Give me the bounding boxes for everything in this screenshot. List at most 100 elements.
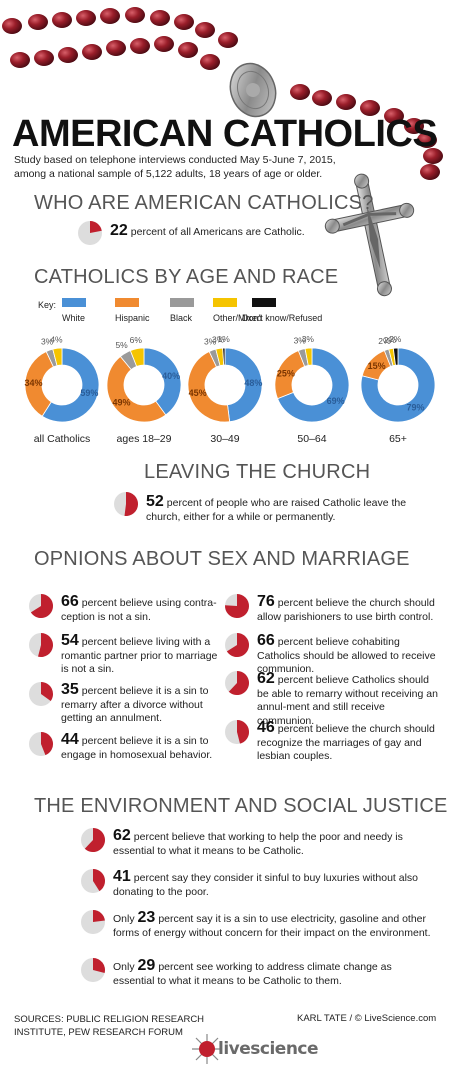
pie-slice: [225, 594, 249, 618]
section-heading-leaving: LEAVING THE CHURCH: [144, 461, 371, 483]
stat-value: 52: [146, 493, 164, 510]
bead: [28, 14, 48, 30]
stat-value: 66: [257, 632, 275, 649]
pie-icon: [225, 594, 249, 618]
section-heading-who: WHO ARE AMERICAN CATHOLICS?: [34, 192, 374, 214]
legend-label: Hispanic: [115, 313, 150, 323]
donut-slice-hispanic: [106, 355, 167, 423]
pie-slice: [226, 633, 249, 657]
stat-item: 44 percent believe it is a sin to engage …: [61, 731, 226, 762]
stat-text: percent believe the church should recogn…: [257, 723, 435, 762]
logo-icon: [192, 1034, 222, 1064]
bead: [420, 164, 440, 180]
donut-caption: 50–64: [297, 433, 326, 445]
stat-prefix: Only: [113, 961, 138, 973]
donut-label: 79%: [406, 403, 424, 413]
bead: [218, 32, 238, 48]
legend-label: Other/Mixed: [213, 313, 263, 323]
bead: [178, 42, 198, 58]
donut-label: 25%: [277, 369, 295, 379]
stat-value: 76: [257, 593, 275, 610]
bead: [34, 50, 54, 66]
stat-item: 62 percent believe that working to help t…: [113, 828, 433, 858]
stat-value: 29: [137, 957, 156, 974]
donut-slice-don-t-know-refused: [392, 347, 399, 366]
stat-text: percent believe that working to help the…: [113, 831, 403, 857]
pie-icon: [78, 221, 102, 245]
donut-label: 1%: [217, 334, 230, 344]
stat-text: percent believe it is a sin to remarry a…: [61, 685, 209, 724]
bead: [2, 18, 22, 34]
pie-slice: [228, 671, 249, 695]
donut-label: 3%: [294, 336, 307, 346]
pie-icon: [29, 682, 53, 706]
pie-icon: [81, 958, 105, 982]
bead: [10, 52, 30, 68]
pie-slice: [38, 633, 53, 657]
bead: [384, 108, 404, 124]
bead: [150, 10, 170, 26]
legend-swatch: [170, 298, 194, 307]
stat-item: 76 percent believe the church should allo…: [257, 593, 442, 624]
donut-label: 49%: [112, 397, 130, 407]
stat-text: percent believe living with a romantic p…: [61, 636, 218, 675]
bead: [312, 90, 332, 106]
bead: [360, 100, 380, 116]
stat-text: percent believe it is a sin to engage in…: [61, 735, 213, 761]
stat-text: percent believe using contra-ception is …: [61, 597, 217, 623]
legend-swatch: [252, 298, 276, 307]
stat-text: percent believe cohabiting Catholics sho…: [257, 636, 436, 675]
donut-slice-other-mixed: [304, 347, 313, 366]
bead: [52, 12, 72, 28]
stat-text: percent say they consider it sinful to b…: [113, 872, 419, 898]
donut-label: 3%: [204, 337, 217, 347]
donut-label: 3%: [302, 334, 315, 344]
logo-text: livescience: [218, 1039, 319, 1059]
bead: [290, 84, 310, 100]
bead: [82, 44, 102, 60]
donut-label: 59%: [80, 388, 98, 398]
donut-slice-white: [41, 347, 100, 423]
donut-caption: all Catholics: [34, 433, 91, 445]
pie-slice: [41, 682, 53, 702]
stat-item: 41 percent say they consider it sinful to…: [113, 869, 433, 899]
key-label: Key:: [38, 300, 57, 310]
stat-item: 66 percent believe cohabiting Catholics s…: [257, 632, 442, 677]
stat-who: 22 percent of all Americans are Catholic.: [110, 223, 305, 240]
pie-icon: [81, 910, 105, 934]
stat-text: percent say it is a sin to use electrici…: [113, 913, 431, 939]
donut-slice-white: [143, 347, 182, 416]
page-subtitle: Study based on telephone interviews cond…: [14, 154, 336, 180]
stat-text: percent believe Catholics should be able…: [257, 674, 438, 727]
stat-text: percent see working to address climate c…: [113, 961, 392, 987]
pie-icon: [29, 633, 53, 657]
bead: [58, 47, 78, 63]
section-heading-age-race: CATHOLICS BY AGE AND RACE: [34, 266, 339, 288]
bead: [130, 38, 150, 54]
stat-item: Only 23 percent say it is a sin to use el…: [113, 910, 433, 940]
pie-slice: [30, 594, 53, 618]
donut-label: 15%: [368, 361, 386, 371]
donut-label: 4%: [50, 334, 63, 344]
pie-icon: [114, 492, 138, 516]
stat-value: 44: [61, 731, 79, 748]
legend-label: White: [62, 313, 86, 323]
stat-value: 54: [61, 632, 79, 649]
donut-label: 5%: [115, 340, 128, 350]
bead: [100, 8, 120, 24]
bead: [174, 14, 194, 30]
legend-swatch: [213, 298, 237, 307]
bead: [200, 54, 220, 70]
donut-slice-don-t-know-refused: [222, 347, 226, 366]
donut-slice-hispanic: [187, 350, 231, 423]
pie-icon: [225, 720, 249, 744]
pie-slice: [237, 720, 249, 744]
pie-slice: [124, 492, 138, 516]
pie-slice: [93, 869, 105, 892]
bead: [423, 148, 443, 164]
pie-icon: [225, 633, 249, 657]
bead: [125, 7, 145, 23]
sources: SOURCES: PUBLIC RELIGION RESEARCH INSTIT…: [14, 1014, 205, 1038]
donut-label: 34%: [25, 378, 43, 388]
